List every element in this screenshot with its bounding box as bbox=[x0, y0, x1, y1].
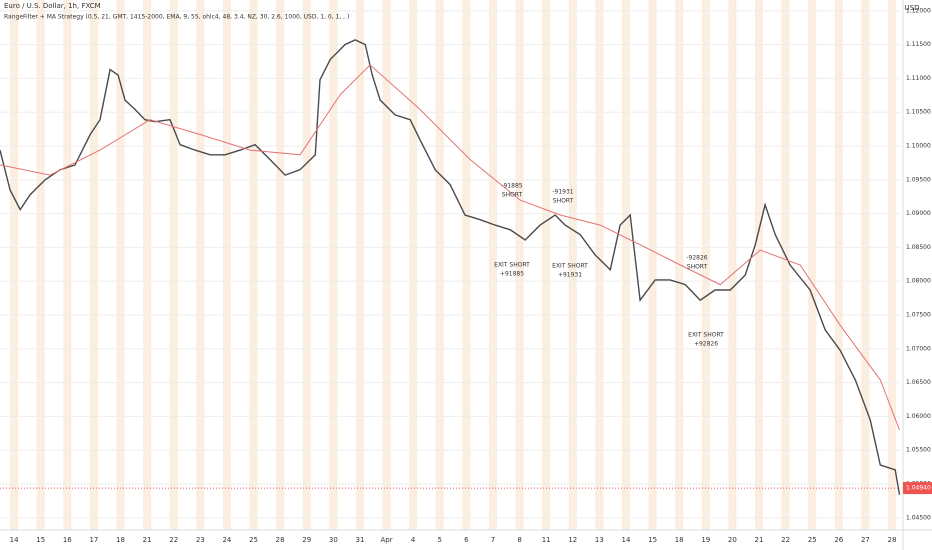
x-tick-label: Apr bbox=[380, 536, 392, 544]
x-tick-label: 26 bbox=[834, 536, 843, 544]
x-tick-label: 15 bbox=[648, 536, 657, 544]
sessions bbox=[0, 0, 900, 530]
trade-annotation: +92826 bbox=[694, 341, 718, 348]
x-tick-label: 25 bbox=[249, 536, 258, 544]
x-tick-label: 19 bbox=[701, 536, 710, 544]
y-tick-label: 1.11500 bbox=[906, 41, 931, 48]
y-axis-label: USD bbox=[905, 4, 920, 12]
x-tick-label: 18 bbox=[116, 536, 125, 544]
x-tick-label: 12 bbox=[568, 536, 577, 544]
trade-annotation: +91885 bbox=[500, 271, 524, 278]
chart-title: Euro / U.S. Dollar, 1h, FXCM bbox=[4, 2, 101, 10]
x-tick-label: 4 bbox=[411, 536, 416, 544]
trade-annotation: SHORT bbox=[687, 264, 708, 271]
y-tick-label: 1.07500 bbox=[906, 312, 931, 319]
x-tick-label: 15 bbox=[36, 536, 45, 544]
x-tick-label: 8 bbox=[517, 536, 521, 544]
x-tick-label: 16 bbox=[63, 536, 72, 544]
y-tick-label: 1.09000 bbox=[906, 210, 931, 217]
y-tick-label: 1.07000 bbox=[906, 345, 931, 352]
x-tick-label: 5 bbox=[438, 536, 442, 544]
y-tick-label: 1.10000 bbox=[906, 143, 931, 150]
trade-annotation: SHORT bbox=[553, 198, 574, 205]
y-tick-label: 1.04500 bbox=[906, 514, 931, 521]
trade-annotation: -92826 bbox=[686, 255, 707, 262]
y-tick-label: 1.11000 bbox=[906, 75, 931, 82]
x-tick-label: 21 bbox=[755, 536, 764, 544]
x-tick-label: 22 bbox=[169, 536, 178, 544]
x-tick-label: 11 bbox=[542, 536, 551, 544]
x-tick-label: 28 bbox=[276, 536, 285, 544]
trade-annotation: -91931 bbox=[552, 189, 573, 196]
x-tick-label: 23 bbox=[196, 536, 205, 544]
x-tick-label: 29 bbox=[302, 536, 311, 544]
trade-annotation: EXIT SHORT bbox=[494, 262, 530, 269]
last-price-label: 1.04940 bbox=[906, 485, 931, 492]
x-tick-label: 31 bbox=[355, 536, 364, 544]
x-tick-label: 20 bbox=[728, 536, 737, 544]
trade-annotation: SHORT bbox=[502, 192, 523, 199]
last-price-box bbox=[903, 482, 932, 495]
x-tick-label: 24 bbox=[222, 536, 231, 544]
x-tick-label: 30 bbox=[329, 536, 338, 544]
trade-annotation: EXIT SHORT bbox=[552, 263, 588, 270]
y-tick-label: 1.10500 bbox=[906, 109, 931, 116]
x-tick-label: 13 bbox=[595, 536, 604, 544]
chart-subtitle: RangeFilter + MA Strategy (0.5, 21, GMT,… bbox=[4, 14, 349, 21]
y-tick-label: 1.09500 bbox=[906, 176, 931, 183]
x-tick-label: 21 bbox=[143, 536, 152, 544]
x-tick-label: 25 bbox=[808, 536, 817, 544]
x-tick-label: 7 bbox=[491, 536, 495, 544]
y-tick-label: 1.05500 bbox=[906, 447, 931, 454]
x-tick-label: 17 bbox=[89, 536, 98, 544]
y-tick-label: 1.08000 bbox=[906, 278, 931, 285]
series-line bbox=[0, 64, 900, 431]
x-tick-label: 14 bbox=[10, 536, 19, 544]
x-tick-label: 14 bbox=[622, 536, 631, 544]
y-tick-label: 1.06000 bbox=[906, 413, 931, 420]
x-tick-label: 22 bbox=[781, 536, 790, 544]
y-tick-label: 1.06500 bbox=[906, 379, 931, 386]
x-tick-label: 6 bbox=[464, 536, 469, 544]
trade-annotation: -91885 bbox=[501, 183, 522, 190]
trade-annotation: EXIT SHORT bbox=[688, 332, 724, 339]
series-line bbox=[0, 39, 901, 495]
x-tick-label: 28 bbox=[888, 536, 897, 544]
y-tick-label: 1.08500 bbox=[906, 244, 931, 251]
y-tick-label: 1.12000 bbox=[906, 7, 931, 14]
x-tick-label: 18 bbox=[675, 536, 684, 544]
trade-annotation: +91931 bbox=[558, 272, 582, 279]
x-tick-label: 27 bbox=[861, 536, 870, 544]
